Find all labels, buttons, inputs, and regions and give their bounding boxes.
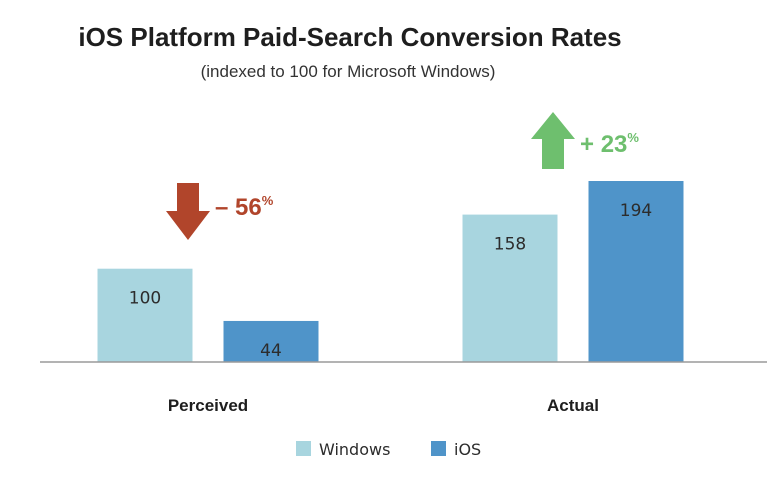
category-label-perceived: Perceived: [168, 396, 248, 415]
bar-actual-windows: [462, 214, 558, 362]
annotation-change-label: + 23%: [580, 130, 639, 158]
chart-title: iOS Platform Paid-Search Conversion Rate…: [78, 22, 621, 52]
bar-perceived-windows: [97, 268, 193, 362]
bar-labels-group: 100 44 158 194: [129, 201, 652, 361]
legend: Windows iOS: [296, 440, 481, 459]
legend-label-ios: iOS: [454, 440, 481, 459]
chart-subtitle: (indexed to 100 for Microsoft Windows): [201, 62, 496, 81]
annotation-perceived: – 56%: [166, 183, 274, 240]
annotation-actual: + 23%: [531, 112, 639, 169]
legend-item-windows: Windows: [296, 440, 390, 459]
bar-value-label-perceived-windows: 100: [129, 289, 161, 309]
legend-label-windows: Windows: [319, 440, 390, 459]
annotations-group: – 56% + 23%: [166, 112, 639, 240]
bar-value-label-actual-windows: 158: [494, 235, 526, 255]
category-labels-group: Perceived Actual: [168, 396, 599, 415]
arrow-up-icon: [531, 112, 575, 169]
category-label-actual: Actual: [547, 396, 599, 415]
bar-perceived-ios: [223, 320, 319, 362]
legend-swatch-ios: [431, 441, 446, 456]
annotation-change-label: – 56%: [215, 193, 274, 221]
bars-group: [97, 181, 684, 362]
bar-value-label-actual-ios: 194: [620, 201, 652, 221]
bar-actual-ios: [588, 181, 684, 362]
bar-value-label-perceived-ios: 44: [260, 341, 282, 361]
arrow-down-icon: [166, 183, 210, 240]
legend-swatch-windows: [296, 441, 311, 456]
legend-item-ios: iOS: [431, 440, 481, 459]
